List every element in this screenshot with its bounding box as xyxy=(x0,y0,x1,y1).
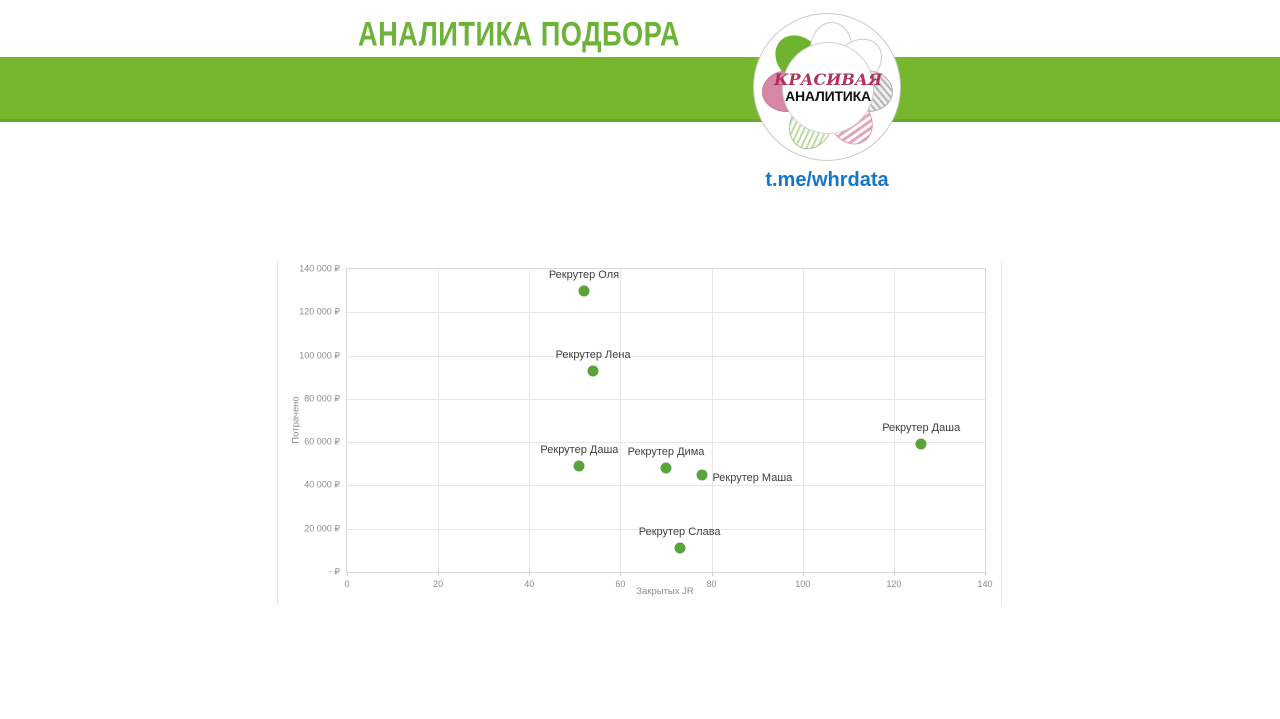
scatter-plot-area: 0 20 40 60 80 100 120 140 - ₽ 20 000 ₽ 40 000 ₽ 60 … xyxy=(299,264,992,590)
y-tick-label: 120 000 ₽ xyxy=(299,306,340,317)
horizontal-gridline xyxy=(347,312,985,314)
data-point-label: Рекрутер Даша xyxy=(882,422,961,435)
data-point-label: Рекрутер Оля xyxy=(548,268,620,281)
data-point xyxy=(696,469,708,481)
x-tick-label: 100 xyxy=(795,579,811,589)
x-tick-label: 140 xyxy=(977,579,993,589)
vertical-gridline xyxy=(711,269,713,572)
x-tick-mark xyxy=(438,572,440,576)
page-title: АНАЛИТИКА ПОДБОРА xyxy=(357,14,681,54)
horizontal-gridline xyxy=(347,398,985,400)
telegram-link[interactable]: t.me/whrdata xyxy=(765,169,889,191)
data-point-label: Рекрутер Дима xyxy=(627,446,705,459)
data-point xyxy=(573,460,585,472)
x-axis-title: Закрытых JR xyxy=(636,586,694,597)
horizontal-gridline xyxy=(347,355,985,357)
y-axis-title: Потрачено xyxy=(290,396,302,444)
data-point xyxy=(660,462,672,474)
data-point xyxy=(674,542,686,554)
data-point-label: Рекрутер Даша xyxy=(540,443,619,456)
horizontal-gridline xyxy=(347,442,985,444)
vertical-gridline xyxy=(438,269,440,572)
x-tick-mark xyxy=(985,572,986,576)
x-tick-label: 60 xyxy=(615,579,626,589)
y-tick-label: 60 000 ₽ xyxy=(304,436,340,447)
vertical-gridline xyxy=(529,269,531,572)
logo-text-analitika: АНАЛИТИКА xyxy=(785,88,871,105)
logo-text-krasivaya: КРАСИВАЯ xyxy=(773,69,883,89)
x-tick-mark xyxy=(802,572,804,576)
x-tick-label: 120 xyxy=(886,579,902,589)
x-tick-mark xyxy=(529,572,531,576)
vertical-gridline xyxy=(620,269,622,572)
vertical-gridline xyxy=(802,269,804,572)
y-tick-label: 40 000 ₽ xyxy=(304,479,340,490)
data-point xyxy=(587,365,599,377)
horizontal-gridline xyxy=(347,485,985,487)
y-tick-label: - ₽ xyxy=(328,566,340,577)
brand-logo: КРАСИВАЯ АНАЛИТИКА xyxy=(753,13,901,161)
x-tick-label: 0 xyxy=(344,579,350,589)
data-point-label: Рекрутер Маша xyxy=(712,471,793,484)
x-tick-mark xyxy=(711,572,713,576)
vertical-gridline xyxy=(893,269,895,572)
x-tick-label: 80 xyxy=(706,579,717,589)
x-tick-label: 40 xyxy=(524,579,535,589)
data-point-label: Рекрутер Слава xyxy=(638,526,721,539)
data-point-label: Рекрутер Лена xyxy=(555,348,631,361)
green-band xyxy=(0,57,1280,122)
y-tick-label: 20 000 ₽ xyxy=(304,523,340,534)
x-tick-label: 20 xyxy=(433,579,444,589)
y-tick-label: 140 000 ₽ xyxy=(299,263,340,274)
y-tick-label: 100 000 ₽ xyxy=(299,350,340,361)
horizontal-gridline xyxy=(347,528,985,530)
x-tick-mark xyxy=(620,572,622,576)
logo-center-circle: КРАСИВАЯ АНАЛИТИКА xyxy=(774,42,882,134)
x-tick-mark xyxy=(893,572,895,576)
data-point xyxy=(915,438,927,450)
x-tick-mark xyxy=(347,572,348,576)
data-point xyxy=(578,285,590,297)
y-tick-label: 80 000 ₽ xyxy=(304,393,340,404)
